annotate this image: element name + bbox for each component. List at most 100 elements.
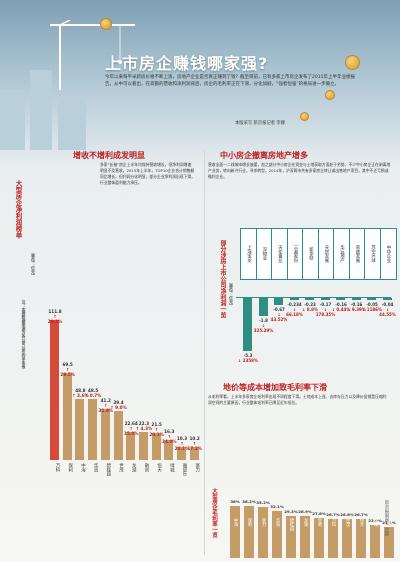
company-name: 中海 <box>80 463 86 472</box>
loss-value: -0.17 <box>319 302 332 307</box>
gross-margin-chart: 大型房企毛利率一览 36% 中海 36.2% 保利 35.2% 富力 32.1% 华润 29.3… <box>208 488 398 558</box>
margin-value: 36.2% <box>242 498 256 504</box>
company-name: 保利 <box>247 518 252 527</box>
company-name: 富力 <box>194 463 200 472</box>
margin-value: 28.9% <box>298 509 312 515</box>
company-name: 万科 <box>331 518 336 527</box>
loss-value-label: -0.23 ↓ 8.8% <box>300 302 320 312</box>
company-name: 碧桂园 <box>289 518 294 531</box>
company-name: 绿城 <box>373 518 378 527</box>
margin-bar <box>258 506 268 558</box>
loss-bar <box>305 298 314 301</box>
section-text-right-bottom: 从毛利率看，上半年多家房企毛利率出现不同程度下滑。土地成本上涨、去库存压力以及降… <box>208 394 387 405</box>
margin-value: 23.0% <box>368 517 382 523</box>
profit-growth: ↑ 3.6% <box>72 393 89 398</box>
loss-value-label: -0.17 ↓ 178.35% <box>316 302 336 317</box>
loss-change: ↓ 178.35% <box>315 307 336 317</box>
loss-bar <box>336 298 345 300</box>
company-name: 碧桂园 <box>105 463 111 477</box>
building-illustration <box>58 100 86 150</box>
company-name-box: 新华联 <box>302 228 319 280</box>
company-name: 龙湖 <box>303 518 308 527</box>
margin-bar <box>328 519 338 558</box>
loss-value-label: -0.04 ↓ 44.55% <box>378 302 398 317</box>
profit-value: 10.3 <box>176 436 188 442</box>
profit-bar <box>164 439 174 460</box>
profit-value-label: 48.8 ↑ 3.6% <box>71 388 89 398</box>
loss-value: -5.3 <box>243 353 253 358</box>
company-name: 华润 <box>93 463 99 472</box>
company-name: 保利 <box>67 463 73 472</box>
company-name: 恒大 <box>156 463 162 472</box>
loss-value: -0.67 <box>273 306 285 312</box>
profit-growth: ↑ 24.0% <box>162 433 177 444</box>
profit-value-label: 10.2 ↑ 17.2% <box>186 436 204 451</box>
loss-change: ↓ 325.29% <box>253 323 274 333</box>
profit-bar <box>151 433 161 460</box>
profit-bar <box>100 408 110 460</box>
company-name: 恒大 <box>359 518 364 527</box>
loss-value-label: -0.67 ↓ 43.52% <box>269 307 289 322</box>
loss-bar <box>258 298 268 316</box>
loss-value-label: -0.234 ↓ 66.18% <box>285 302 305 317</box>
profit-growth: ↑ 31.8% <box>98 402 114 413</box>
section-text-right-top: 营收全面一二线城市增长放缓，加之部分中小房企在资金与土地获取方面处于劣势，不少中… <box>208 162 391 179</box>
loss-value-label: -0.16 ↓ 0.44% <box>331 302 351 312</box>
chart-title-gross-margin: 大型房企毛利率一览 <box>211 488 217 538</box>
margin-value: 27.8% <box>312 510 326 516</box>
lead-paragraph: 今年以来每平米新房价格不断上涨，房地产企业是否真正赚到了钱？截至目前，已有多家上… <box>105 75 355 87</box>
profit-value-label: 22.3 ↑ 4.3% <box>135 421 153 431</box>
margin-value: 36% <box>230 498 240 504</box>
loss-change: ↓ 1186% <box>362 307 382 312</box>
building-illustration <box>0 90 25 150</box>
profit-value: 111.8 <box>48 309 62 315</box>
profit-value-label: 39.4 ↑ 9.0% <box>110 400 128 410</box>
profit-value: 48.5 <box>87 388 99 394</box>
company-name-box: 华远地产 <box>333 228 350 280</box>
profit-growth: ↑ 29.5% <box>60 367 75 378</box>
byline: 本版采写 新京报记者 李娜 <box>235 121 285 126</box>
loss-change: ↓ 66.18% <box>286 307 303 318</box>
hero-banner: 上市房企赚钱哪家强? 今年以来每平米新房价格不断上涨，房地产企业是否真正赚到了钱… <box>0 0 400 150</box>
section-title-left: 增收不增利成发明显 <box>73 151 145 160</box>
profit-growth: ↑ 17.2% <box>187 441 202 452</box>
profit-bar <box>138 432 148 460</box>
profit-value-label: 21.5 ↑ 20.1% <box>148 422 166 437</box>
company-name: 绿城 <box>169 463 175 472</box>
company-name: 世茂 <box>118 463 124 472</box>
company-name-box: 天伦置业 <box>271 228 288 280</box>
profit-bar <box>75 399 85 460</box>
loss-value-label: -1.8 ↓ 325.29% <box>254 318 274 333</box>
profit-value: 41.2 <box>100 397 111 403</box>
coin-icon <box>300 112 309 121</box>
margin-value: 29.3% <box>284 508 298 514</box>
profit-growth: ↑ 20.1% <box>149 427 164 438</box>
loss-value: -0.234 <box>287 302 302 308</box>
coin-icon <box>345 55 360 70</box>
margin-bar <box>314 517 324 558</box>
profit-value: 22.3 <box>138 421 150 427</box>
profit-bar <box>126 431 136 460</box>
margin-value: 26.6% <box>340 512 354 518</box>
company-name: 世茂 <box>345 518 350 527</box>
margin-bar <box>230 505 240 558</box>
loss-bar <box>351 298 361 300</box>
profit-value: 48.8 <box>75 388 86 393</box>
company-name-box: 深物业 <box>255 228 273 280</box>
loss-value: -0.05 <box>366 302 378 307</box>
company-name: 华润 <box>275 518 280 527</box>
coin-icon <box>100 18 112 30</box>
net-profit-chart: 111.8 ↑ 20.3% 万科 69.5 ↑ 29.5% 保利 48.8 ↑ 3.6% 中海 4… <box>10 160 205 555</box>
profit-bar <box>177 447 186 460</box>
profit-bar <box>50 320 59 460</box>
small-firm-profit-chart: 部分涉房上市公司净利润一览 （单位：亿元） 上海宝龙 -5.3 ↓ 2358% 深物业… <box>208 225 397 365</box>
profit-value: 16.3 <box>164 428 175 434</box>
profit-value: 22.64 <box>124 420 138 426</box>
loss-value-label: -0.05 ↓ 1186% <box>362 302 382 312</box>
section-text-left: 多家“长袖”房企上半年均保持营收增长，但净利润增速明显不及营收。2015年上半年… <box>100 162 195 185</box>
profit-growth: ↑ 15.0% <box>123 425 139 436</box>
margin-value: 21.1% <box>382 520 396 526</box>
loss-bar <box>243 298 252 351</box>
margin-bar <box>370 524 380 558</box>
